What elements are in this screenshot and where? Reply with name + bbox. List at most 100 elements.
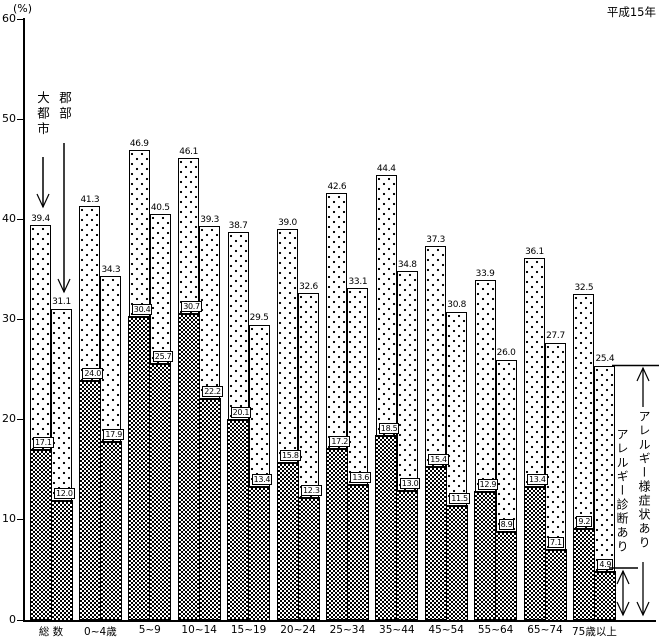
value-city-2-symptoms: 46.9 xyxy=(129,138,149,149)
value-city-7-symptoms: 44.4 xyxy=(376,163,396,174)
district-arrow xyxy=(57,143,71,294)
bar-city-0-symptoms xyxy=(29,225,52,621)
bar-city-4-symptoms xyxy=(227,232,250,621)
district-annotation-label: 郡部 xyxy=(57,91,72,122)
bar-district-0-symptoms xyxy=(50,308,73,621)
bar-district-6-diagnosis-segment xyxy=(346,484,369,621)
bar-district-10-diagnosis-segment xyxy=(544,549,567,621)
x-axis-line xyxy=(23,620,656,622)
value-city-8-diagnosis: 15.4 xyxy=(428,454,449,466)
value-district-5-symptoms: 32.6 xyxy=(299,281,318,292)
value-district-11-diagnosis: 4.9 xyxy=(597,559,614,571)
bar-city-4-diagnosis-segment xyxy=(227,419,250,621)
value-district-7-diagnosis: 13.0 xyxy=(399,478,421,490)
x-category-label-5: 20~24 xyxy=(280,624,316,636)
value-city-3-symptoms: 46.1 xyxy=(179,146,199,157)
value-city-9-diagnosis: 12.9 xyxy=(477,479,499,491)
x-category-label-9: 55~64 xyxy=(477,624,514,636)
value-district-9-symptoms: 26.0 xyxy=(496,348,516,359)
city-annotation-label: 大都市 xyxy=(35,91,50,138)
value-district-4-diagnosis: 13.4 xyxy=(251,474,273,486)
value-district-0-diagnosis: 12.0 xyxy=(54,488,75,500)
value-city-10-diagnosis: 13.4 xyxy=(527,474,548,486)
bar-city-3-symptoms xyxy=(177,158,200,621)
value-city-6-diagnosis: 17.2 xyxy=(329,436,351,448)
y-tick-60 xyxy=(17,18,23,20)
value-district-11-symptoms: 25.4 xyxy=(595,354,615,365)
value-city-9-symptoms: 33.9 xyxy=(475,268,495,279)
bar-city-6-symptoms xyxy=(325,193,348,621)
x-category-label-11: 75歳以上 xyxy=(571,626,617,638)
x-category-label-6: 25~34 xyxy=(329,624,366,636)
value-city-3-diagnosis: 30.7 xyxy=(181,301,202,312)
value-district-6-diagnosis: 13.6 xyxy=(350,472,372,484)
bar-district-5-diagnosis-segment xyxy=(297,497,320,621)
bar-district-1-diagnosis-segment xyxy=(99,441,122,621)
bar-city-0-diagnosis-segment xyxy=(29,449,52,621)
bar-city-11-diagnosis-segment xyxy=(572,528,595,621)
value-city-1-symptoms: 41.3 xyxy=(80,194,100,205)
y-tick-label-40: 40 xyxy=(2,211,16,225)
value-district-3-symptoms: 39.3 xyxy=(200,214,220,225)
value-city-0-symptoms: 39.4 xyxy=(31,213,50,224)
value-city-5-symptoms: 39.0 xyxy=(278,217,297,228)
value-district-1-symptoms: 34.3 xyxy=(101,264,121,275)
bar-district-4-symptoms xyxy=(248,324,271,621)
bar-city-9-diagnosis-segment xyxy=(474,491,497,621)
bar-city-2-diagnosis-segment xyxy=(128,315,151,621)
value-district-1-diagnosis: 17.9 xyxy=(103,429,125,441)
bar-district-11-symptoms xyxy=(593,365,616,621)
bar-district-11-diagnosis-segment xyxy=(593,571,616,621)
value-city-10-symptoms: 36.1 xyxy=(525,246,544,257)
bar-city-6-diagnosis-segment xyxy=(325,448,348,621)
bar-city-10-symptoms xyxy=(523,258,546,621)
bar-district-9-symptoms xyxy=(495,359,518,621)
value-district-9-diagnosis: 8.9 xyxy=(498,519,515,531)
bar-city-2-symptoms xyxy=(128,150,151,621)
x-category-label-10: 65~74 xyxy=(527,624,563,636)
y-axis-unit-label: (%) xyxy=(13,2,33,15)
y-tick-30 xyxy=(17,319,23,320)
bar-district-0-diagnosis-segment xyxy=(50,500,73,621)
value-district-10-symptoms: 27.7 xyxy=(546,331,565,341)
bar-district-3-diagnosis-segment xyxy=(198,398,221,621)
bar-city-8-diagnosis-segment xyxy=(424,466,447,621)
bar-district-8-symptoms xyxy=(445,311,468,621)
value-district-7-symptoms: 34.8 xyxy=(397,259,417,270)
value-city-11-symptoms: 32.5 xyxy=(574,282,594,293)
bar-district-5-symptoms xyxy=(297,293,320,621)
y-tick-label-60: 60 xyxy=(2,11,16,25)
x-category-label-1: 0~4歳 xyxy=(84,626,117,638)
bar-city-8-symptoms xyxy=(424,246,447,621)
y-tick-20 xyxy=(17,419,23,421)
value-district-3-diagnosis: 22.2 xyxy=(202,386,223,398)
x-category-label-0: 総 数 xyxy=(38,626,64,638)
x-category-label-8: 45~54 xyxy=(428,624,464,636)
bar-district-2-symptoms xyxy=(149,214,172,621)
y-tick-0 xyxy=(17,619,23,621)
bar-city-11-symptoms xyxy=(572,294,595,621)
bar-district-4-diagnosis-segment xyxy=(248,486,271,621)
y-tick-label-50: 50 xyxy=(2,111,16,125)
y-tick-label-20: 20 xyxy=(2,412,16,426)
bar-district-7-diagnosis-segment xyxy=(396,490,419,621)
value-district-8-diagnosis: 11.5 xyxy=(449,493,470,505)
bar-district-6-symptoms xyxy=(346,288,369,621)
y-tick-10 xyxy=(17,519,23,521)
value-city-4-diagnosis: 20.1 xyxy=(230,407,252,419)
bar-district-9-diagnosis-segment xyxy=(495,531,518,621)
value-city-2-diagnosis: 30.4 xyxy=(131,304,153,315)
bar-district-3-symptoms xyxy=(198,226,221,621)
value-city-5-diagnosis: 15.8 xyxy=(280,450,301,462)
bar-city-7-symptoms xyxy=(375,175,398,621)
y-tick-label-30: 30 xyxy=(2,312,16,325)
legend-diagnosis-label: アレルギー診断あり xyxy=(615,428,629,554)
value-district-0-symptoms: 31.1 xyxy=(52,297,71,307)
value-district-6-symptoms: 33.1 xyxy=(348,276,368,287)
bar-city-5-symptoms xyxy=(276,229,299,621)
bar-district-7-symptoms xyxy=(396,271,419,621)
y-axis-line xyxy=(23,18,25,621)
y-tick-50 xyxy=(17,118,23,120)
value-district-2-diagnosis: 25.7 xyxy=(152,351,174,363)
